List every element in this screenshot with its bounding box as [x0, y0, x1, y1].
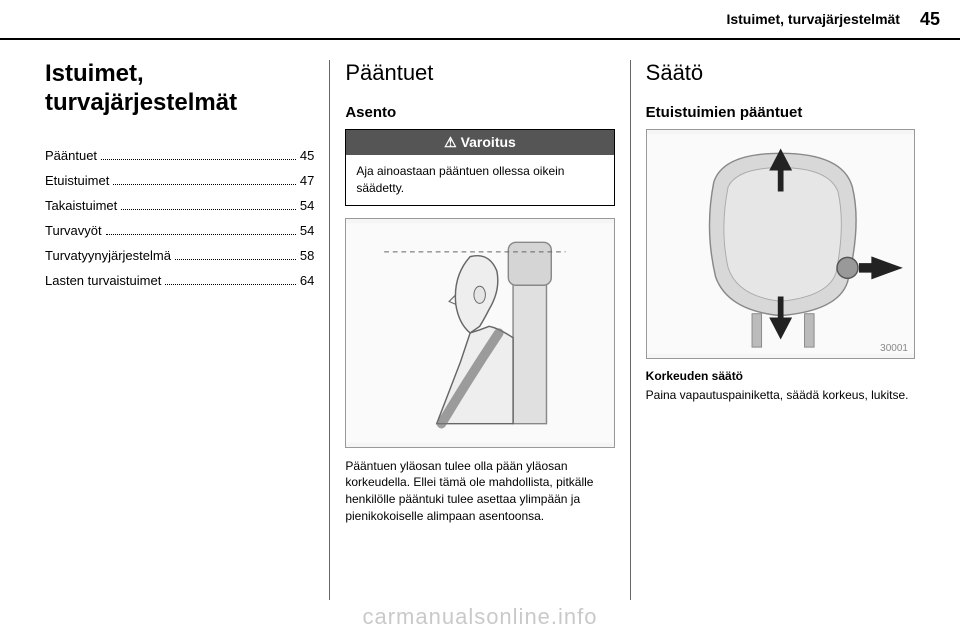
toc-page: 58 — [300, 248, 314, 263]
figure-caption: Pääntuen yläosan tulee olla pään yläosan… — [345, 458, 614, 525]
toc-page: 47 — [300, 173, 314, 188]
toc-label: Turvatyynyjärjestelmä — [45, 248, 171, 263]
figure-headrest-position — [345, 218, 614, 448]
page-number: 45 — [920, 9, 940, 30]
chapter-heading: Istuimet, turvajärjestelmät — [45, 60, 314, 118]
warning-body: Aja ainoastaan pääntuen ollessa oikein s… — [346, 155, 613, 205]
toc-dots — [165, 284, 296, 285]
toc-dots — [175, 259, 296, 260]
body-text: Paina vapautuspainiketta, säädä korkeus,… — [646, 387, 915, 404]
header-title: Istuimet, turvajärjestelmät — [726, 11, 900, 27]
toc-label: Etuistuimet — [45, 173, 109, 188]
warning-box: ⚠ Varoitus Aja ainoastaan pääntuen olles… — [345, 129, 614, 206]
section-heading: Pääntuet — [345, 60, 614, 86]
toc-dots — [121, 209, 296, 210]
warning-title: ⚠ Varoitus — [346, 130, 613, 155]
toc-item: Etuistuimet 47 — [45, 173, 314, 188]
toc-page: 54 — [300, 223, 314, 238]
content-area: Istuimet, turvajärjestelmät Pääntuet 45 … — [0, 40, 960, 600]
toc-list: Pääntuet 45 Etuistuimet 47 Takaistuimet … — [45, 148, 314, 288]
toc-dots — [113, 184, 296, 185]
toc-item: Turvavyöt 54 — [45, 223, 314, 238]
toc-item: Pääntuet 45 — [45, 148, 314, 163]
toc-label: Lasten turvaistuimet — [45, 273, 161, 288]
toc-dots — [106, 234, 296, 235]
toc-label: Turvavyöt — [45, 223, 102, 238]
page-header: Istuimet, turvajärjestelmät 45 — [0, 0, 960, 40]
toc-page: 64 — [300, 273, 314, 288]
paragraph-heading: Korkeuden säätö — [646, 369, 915, 383]
column-3: Säätö Etuistuimien pääntuet — [631, 60, 930, 600]
toc-item: Takaistuimet 54 — [45, 198, 314, 213]
toc-dots — [101, 159, 296, 160]
toc-page: 45 — [300, 148, 314, 163]
column-2: Pääntuet Asento ⚠ Varoitus Aja ainoastaa… — [330, 60, 630, 600]
figure-label: 30001 — [880, 343, 908, 354]
column-1: Istuimet, turvajärjestelmät Pääntuet 45 … — [30, 60, 330, 600]
toc-item: Lasten turvaistuimet 64 — [45, 273, 314, 288]
figure-headrest-adjust: 30001 — [646, 129, 915, 359]
section-heading: Säätö — [646, 60, 915, 86]
watermark: carmanualsonline.info — [0, 604, 960, 630]
headrest-adjust-illustration — [647, 130, 914, 358]
sub-heading: Etuistuimien pääntuet — [646, 104, 915, 121]
toc-label: Pääntuet — [45, 148, 97, 163]
sub-heading: Asento — [345, 104, 614, 121]
toc-label: Takaistuimet — [45, 198, 117, 213]
toc-page: 54 — [300, 198, 314, 213]
headrest-position-illustration — [346, 219, 613, 447]
toc-item: Turvatyynyjärjestelmä 58 — [45, 248, 314, 263]
